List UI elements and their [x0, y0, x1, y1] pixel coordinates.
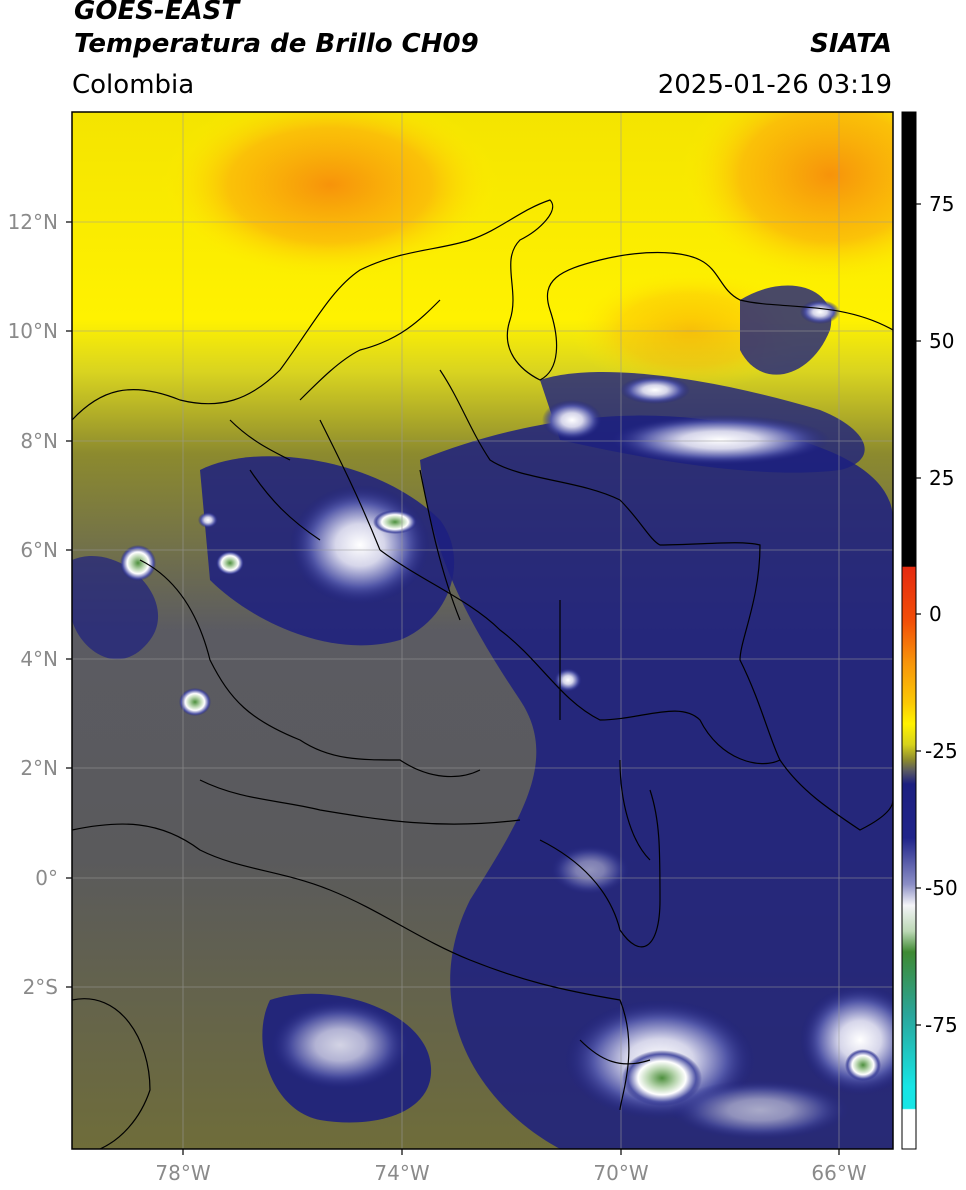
graticule: [72, 112, 893, 1149]
colorbar: 75 50 25 0 -25 -50 -75: [901, 111, 958, 1150]
colorbar-label-50: 50: [929, 329, 954, 353]
product-title: Temperatura de Brillo CH09: [74, 29, 479, 59]
lat-label-6n: 6°N: [20, 538, 58, 562]
colorbar-label-minus25: -25: [925, 739, 958, 763]
map-frame: [71, 111, 894, 1150]
lat-label-0: 0°: [35, 866, 58, 890]
colorbar-ticks: [916, 203, 921, 1026]
satellite-title: GOES-EAST: [74, 0, 240, 26]
colorbar-label-minus50: -50: [925, 876, 958, 900]
lat-label-4n: 4°N: [20, 647, 58, 671]
lon-ticks: [182, 1149, 840, 1155]
colorbar-label-75: 75: [929, 192, 954, 216]
colorbar-label-0: 0: [929, 602, 942, 626]
lon-label-66w: 66°W: [811, 1161, 866, 1185]
lat-label-8n: 8°N: [20, 429, 58, 453]
colorbar-gradient: [902, 112, 916, 1149]
lat-labels: 12°N 10°N 8°N 6°N 4°N 2°N 0° 2°S: [8, 210, 58, 999]
borders: [72, 199, 893, 1149]
colorbar-frame: [901, 111, 917, 1150]
lat-label-2n: 2°N: [20, 756, 58, 780]
agency-label: SIATA: [810, 29, 892, 59]
lon-label-78w: 78°W: [155, 1161, 210, 1185]
colorbar-label-minus75: -75: [925, 1013, 958, 1037]
region-label: Colombia: [72, 70, 195, 100]
satellite-image: [72, 112, 893, 1149]
lon-label-74w: 74°W: [374, 1161, 429, 1185]
colorbar-label-25: 25: [929, 466, 954, 490]
lat-ticks: [66, 221, 72, 988]
lat-label-2s: 2°S: [23, 975, 58, 999]
lat-label-10n: 10°N: [8, 319, 58, 343]
lat-label-12n: 12°N: [8, 210, 58, 234]
datetime-label: 2025-01-26 03:19: [657, 70, 892, 100]
lon-labels: 78°W 74°W 70°W 66°W: [155, 1161, 866, 1185]
lon-label-70w: 70°W: [593, 1161, 648, 1185]
